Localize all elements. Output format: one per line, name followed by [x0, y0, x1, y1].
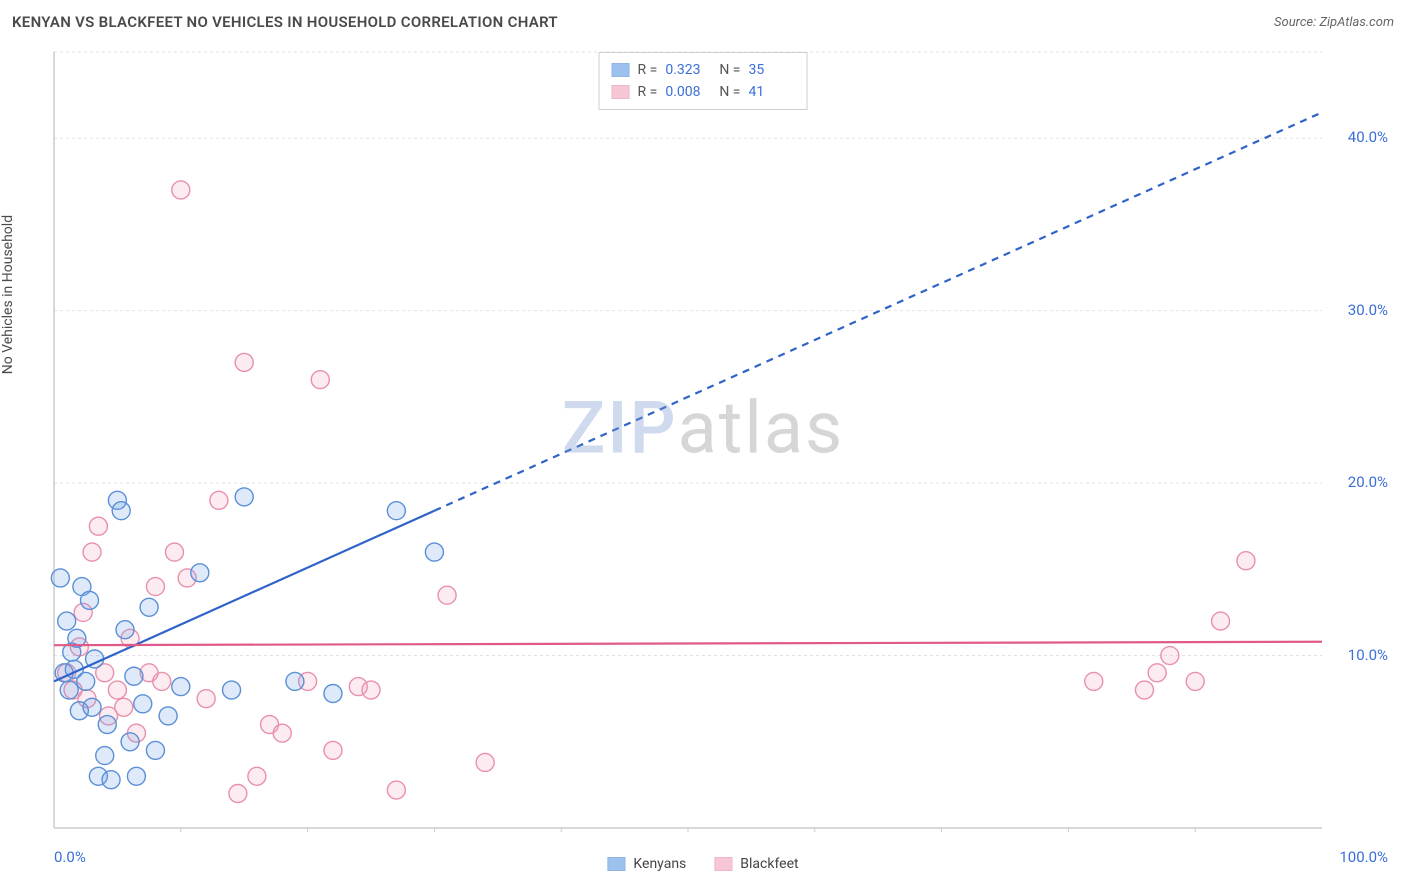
- legend-swatch-blackfeet: [714, 857, 732, 871]
- stats-legend-box: R = 0.323 N = 35 R = 0.008 N = 41: [599, 52, 808, 110]
- x-axis-min-label: 0.0%: [54, 848, 86, 866]
- source-attribution: Source: ZipAtlas.com: [1274, 15, 1394, 30]
- y-tick-label: 30.0%: [1348, 301, 1388, 319]
- scatter-chart: [50, 48, 1392, 832]
- r-value-kenyans: 0.323: [665, 59, 711, 81]
- r-label: R =: [638, 81, 658, 103]
- legend-item-kenyans: Kenyans: [607, 856, 686, 872]
- y-axis-label: No Vehicles in Household: [0, 215, 16, 374]
- n-label: N =: [719, 81, 740, 103]
- stats-row-blackfeet: R = 0.008 N = 41: [612, 81, 795, 103]
- source-link[interactable]: ZipAtlas.com: [1319, 15, 1394, 30]
- chart-title: KENYAN VS BLACKFEET NO VEHICLES IN HOUSE…: [12, 13, 558, 31]
- r-label: R =: [638, 59, 658, 81]
- n-label: N =: [719, 59, 740, 81]
- source-label: Source:: [1274, 15, 1319, 30]
- legend-label-blackfeet: Blackfeet: [740, 856, 798, 872]
- r-value-blackfeet: 0.008: [665, 81, 711, 103]
- n-value-kenyans: 35: [748, 59, 794, 81]
- swatch-kenyans: [612, 63, 630, 77]
- n-value-blackfeet: 41: [748, 81, 794, 103]
- legend-item-blackfeet: Blackfeet: [714, 856, 798, 872]
- legend-swatch-kenyans: [607, 857, 625, 871]
- y-tick-label: 10.0%: [1348, 646, 1388, 664]
- y-tick-label: 40.0%: [1348, 128, 1388, 146]
- bottom-legend: Kenyans Blackfeet: [607, 856, 798, 872]
- plot-area: [50, 48, 1392, 832]
- stats-row-kenyans: R = 0.323 N = 35: [612, 59, 795, 81]
- x-axis-max-label: 100.0%: [1339, 848, 1388, 866]
- swatch-blackfeet: [612, 85, 630, 99]
- legend-label-kenyans: Kenyans: [633, 856, 686, 872]
- y-tick-label: 20.0%: [1348, 473, 1388, 491]
